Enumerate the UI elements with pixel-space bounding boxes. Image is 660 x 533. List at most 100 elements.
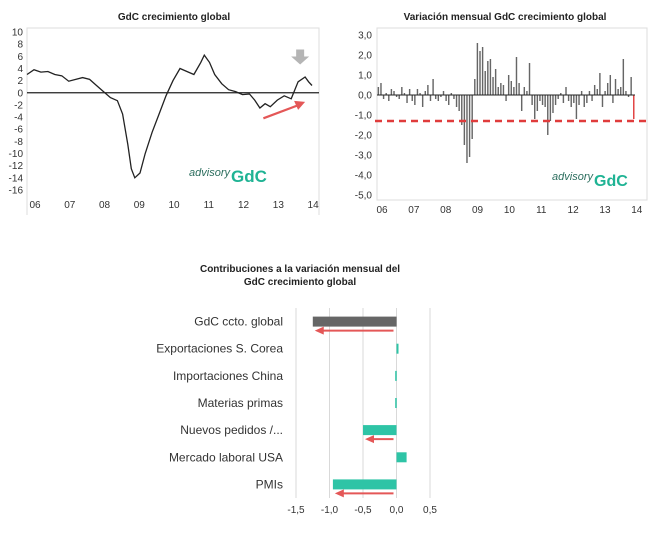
horizontal-bar-chart-contributions: Contribuciones a la variación mensual de… [156, 264, 437, 516]
chart2-bar [570, 95, 572, 107]
chart2-bar [539, 95, 541, 101]
chart2-bar [544, 95, 546, 107]
chart2-bar [596, 89, 598, 95]
chart2-bar [468, 95, 471, 157]
chart1-title: GdC crecimiento global [118, 12, 230, 23]
chart2-bar [531, 95, 533, 105]
chart2-bar [565, 87, 567, 95]
chart1-x-tick-label: 08 [99, 200, 111, 211]
chart3-bar [312, 316, 397, 327]
chart2-bar [466, 95, 468, 163]
chart2-y-tick-label: 1,0 [358, 71, 372, 82]
chart2-bar [604, 91, 606, 95]
chart3-category-label: Exportaciones S. Corea [156, 342, 283, 356]
chart2-bar [627, 95, 630, 97]
chart1-x-tick-label: 06 [29, 200, 41, 211]
chart2-bar [609, 75, 612, 95]
chart2-watermark-prefix: advisory [552, 171, 594, 183]
line-chart-global-growth: GdC crecimiento global 1086420-2-4-6-8-1… [9, 12, 320, 215]
chart2-bar [390, 89, 393, 95]
chart2-bar [593, 85, 596, 95]
chart1-y-tick-label: 6 [17, 52, 23, 63]
chart2-bar [515, 57, 518, 95]
chart2-bar [625, 91, 627, 95]
chart1-frame [26, 27, 320, 215]
chart3-bar [395, 398, 397, 408]
chart3-category-label: Importaciones China [173, 369, 283, 383]
chart1-y-tick-label: 8 [17, 40, 23, 51]
chart1-red-arrow-head [294, 100, 306, 110]
chart3-bar [396, 343, 399, 354]
chart2-bar [549, 95, 552, 121]
chart2-bar [518, 83, 520, 95]
chart2-bar [382, 95, 385, 99]
chart3-category-label: Mercado laboral USA [169, 450, 283, 464]
chart2-bar [534, 95, 536, 119]
chart2-bar [557, 95, 559, 99]
chart2-bar [578, 95, 580, 105]
chart2-bar [427, 85, 429, 95]
chart2-bar [523, 87, 526, 95]
chart3-category-label: Materias primas [198, 396, 283, 410]
chart1-y-tick-label: -4 [14, 113, 23, 124]
chart2-bar [586, 95, 588, 103]
chart2-bar [393, 91, 395, 95]
chart2-bar [502, 85, 505, 95]
chart2-x-tick-label: 08 [440, 205, 452, 215]
chart2-bar [377, 87, 380, 95]
chart2-bar [492, 77, 494, 95]
chart3-red-arrow-head [314, 326, 324, 335]
chart2-x-tick-label: 10 [504, 205, 516, 215]
bar-chart-monthly-variation: Variación mensual GdC crecimiento global… [355, 12, 648, 215]
chart2-bar [471, 95, 473, 139]
chart1-gray-arrow-icon [291, 49, 310, 65]
chart2-bar [510, 81, 512, 95]
chart2-bar [612, 95, 614, 103]
chart2-y-tick-label: -5,0 [355, 191, 373, 202]
chart2-y-tick-label: 2,0 [358, 51, 372, 62]
chart2-bar [622, 59, 625, 95]
chart2-bar [406, 95, 408, 103]
chart1-y-tick-label: -14 [9, 173, 24, 184]
chart1-series-line [26, 53, 313, 179]
chart3-red-arrow-head [365, 435, 374, 444]
chart3-category-label: PMIs [256, 477, 283, 491]
chart2-y-tick-label: 0,0 [358, 91, 372, 102]
chart2-bar [588, 91, 591, 95]
chart3-category-label: Nuevos pedidos /... [180, 423, 283, 437]
chart2-bar [401, 87, 403, 95]
chart2-bar [380, 83, 382, 95]
chart2-y-tick-label: -2,0 [355, 131, 373, 142]
chart2-bar [560, 93, 562, 95]
chart2-bar [476, 43, 479, 95]
chart1-y-tick-label: 2 [17, 76, 23, 87]
chart2-bar [497, 87, 499, 95]
chart2-bar [528, 63, 531, 95]
chart2-bar [487, 61, 489, 95]
chart1-red-arrow-shaft [262, 103, 300, 120]
chart2-bar-last [633, 95, 635, 119]
chart2-bar [403, 93, 406, 95]
chart3-x-tick-label: 0,5 [423, 505, 437, 516]
chart2-bar [614, 79, 617, 95]
chart1-watermark-brand: GdC [231, 167, 267, 186]
chart2-bar [513, 87, 515, 95]
chart2-y-tick-label: -4,0 [355, 171, 373, 182]
chart1-y-tick-label: -2 [14, 100, 23, 111]
chart2-watermark: advisory GdC [552, 171, 628, 190]
chart1-x-tick-label: 07 [64, 200, 76, 211]
chart2-y-tick-label: 3,0 [358, 31, 372, 42]
chart3-bar [363, 425, 397, 436]
chart2-bar [440, 95, 442, 97]
chart1-y-tick-label: -12 [9, 161, 24, 172]
chart1-y-tick-label: 10 [12, 28, 24, 39]
chart3-red-arrow-head [334, 489, 344, 498]
chart2-x-tick-label: 06 [376, 205, 388, 215]
chart2-bar [474, 79, 476, 95]
chart1-x-tick-label: 12 [238, 200, 250, 211]
chart2-bar [500, 83, 502, 95]
chart1-watermark: advisory GdC [189, 167, 267, 186]
chart2-title: Variación mensual GdC crecimiento global [404, 12, 607, 23]
chart2-bar [494, 69, 497, 95]
chart2-bar [461, 95, 463, 125]
